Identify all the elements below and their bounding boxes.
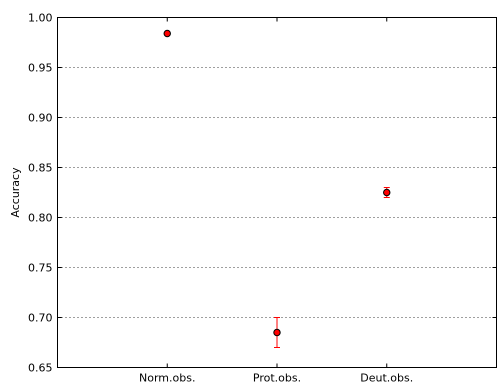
y-tick-label: 0.65 bbox=[28, 362, 53, 375]
y-tick-label: 0.70 bbox=[28, 312, 53, 325]
y-tick-label: 0.85 bbox=[28, 162, 53, 175]
grid-lines bbox=[57, 67, 497, 318]
plot-frame bbox=[57, 17, 497, 368]
x-axis-ticks: Norm.obs. Prot.obs. Deut.obs. bbox=[139, 17, 413, 383]
data-points bbox=[163, 29, 391, 337]
y-axis-ticks: 0.65 0.70 0.75 0.80 0.85 0.90 0.95 1.00 bbox=[28, 12, 497, 375]
data-point bbox=[163, 29, 171, 38]
data-point bbox=[383, 188, 391, 197]
x-tick-label: Norm.obs. bbox=[139, 372, 195, 383]
y-tick-label: 0.95 bbox=[28, 62, 53, 75]
x-tick-label: Deut.obs. bbox=[360, 372, 413, 383]
y-tick-label: 0.75 bbox=[28, 262, 53, 275]
data-point bbox=[273, 328, 281, 337]
y-axis-label: Accuracy bbox=[9, 167, 22, 218]
x-tick-label: Prot.obs. bbox=[253, 372, 301, 383]
y-tick-label: 0.90 bbox=[28, 112, 53, 125]
y-tick-label: 1.00 bbox=[28, 12, 53, 25]
y-tick-label: 0.80 bbox=[28, 212, 53, 225]
error-bars bbox=[164, 32, 390, 348]
